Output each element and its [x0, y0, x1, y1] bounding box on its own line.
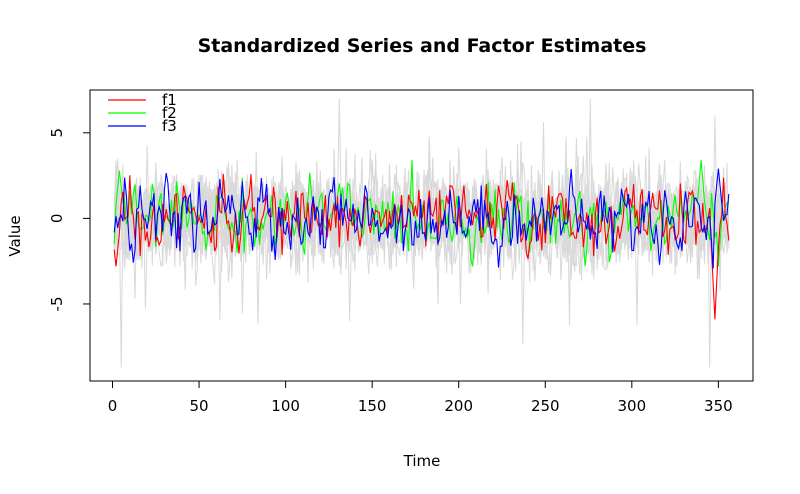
background-series-line	[113, 166, 730, 326]
x-tick-label: 100	[271, 397, 300, 415]
x-axis: 0 50 100 150 200 250 300 350	[108, 380, 733, 415]
x-axis-label: Time	[403, 452, 441, 470]
legend-label-f2: f2	[162, 104, 177, 122]
x-tick-label: 350	[704, 397, 733, 415]
y-tick-label: -5	[48, 296, 66, 311]
x-tick-label: 200	[444, 397, 473, 415]
x-tick-label: 50	[190, 397, 209, 415]
x-tick-label: 0	[108, 397, 118, 415]
y-axis: -5 0 5	[48, 128, 91, 311]
series-line-f3	[113, 168, 730, 269]
x-tick-label: 150	[358, 397, 387, 415]
legend-label-f3: f3	[162, 117, 177, 135]
factor-series-group	[113, 160, 730, 320]
y-axis-label: Value	[6, 215, 24, 256]
background-series-group	[113, 98, 730, 368]
legend-label-f1: f1	[162, 91, 177, 109]
y-tick-label: 0	[48, 214, 66, 224]
chart-title: Standardized Series and Factor Estimates	[198, 35, 647, 57]
x-tick-label: 250	[531, 397, 560, 415]
x-tick-label: 300	[618, 397, 647, 415]
y-tick-label: 5	[48, 128, 66, 138]
